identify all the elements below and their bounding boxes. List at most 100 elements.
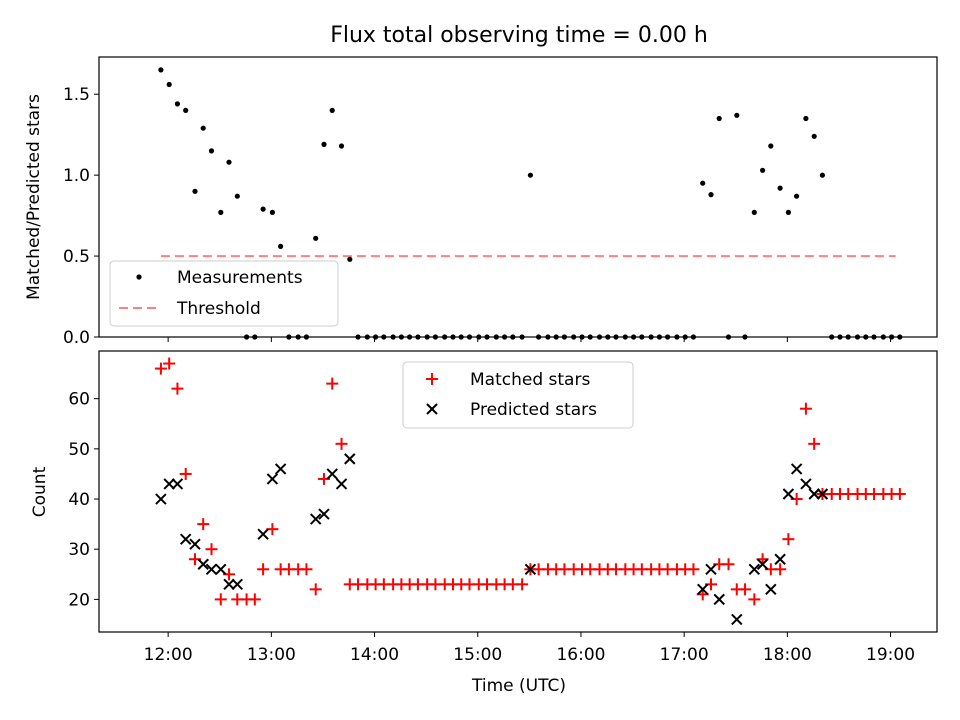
matched-star-point (309, 583, 322, 596)
x-tick-label: 12:00 (144, 645, 193, 665)
predicted-star-point (713, 593, 725, 606)
measurement-point (313, 235, 319, 241)
legend-measurements-label: Measurements (177, 268, 303, 288)
measurement-point (803, 115, 809, 122)
top-y-axis-label: Matched/Predicted stars (24, 94, 44, 300)
matched-star-point (179, 467, 192, 480)
predicted-star-point (310, 513, 322, 525)
bottom-y-tick-label: 30 (68, 540, 90, 560)
matched-star-point (748, 593, 761, 606)
matched-star-point (326, 377, 339, 390)
matched-star-point (335, 437, 348, 450)
predicted-star-point (179, 533, 192, 545)
top-data-marks (158, 67, 903, 340)
predicted-star-point (790, 463, 803, 475)
predicted-star-point (257, 528, 269, 540)
predicted-star-point (274, 463, 287, 475)
measurement-point (811, 133, 817, 139)
measurement-point (708, 192, 714, 198)
predicted-star-point (731, 613, 743, 626)
predicted-star-point (524, 563, 537, 575)
bottom-x-ticks: 12:00 13:00 14:00 15:00 16:00 17:00 18:00 19:00 (144, 632, 915, 665)
predicted-star-point (335, 478, 348, 490)
predicted-star-point (756, 558, 769, 570)
x-tick-label: 16:00 (556, 645, 605, 665)
matched-star-point (214, 593, 227, 606)
top-legend-box (109, 260, 339, 327)
matched-star-point (248, 593, 261, 606)
predicted-star-point (318, 508, 330, 520)
measurement-point (329, 107, 335, 113)
measurement-point (347, 256, 353, 262)
measurement-point (269, 209, 275, 215)
x-axis-label: Time (UTC) (471, 676, 566, 696)
measurement-point (321, 141, 327, 147)
bottom-y-tick-label: 50 (68, 440, 90, 460)
top-y-tick-label: 0.0 (63, 328, 90, 348)
measurement-point (777, 185, 783, 191)
legend-matched-label: Matched stars (470, 370, 590, 390)
measurement-point (226, 159, 232, 165)
matched-star-point (722, 558, 735, 571)
x-tick-label: 14:00 (350, 645, 399, 665)
measurement-point (794, 193, 800, 199)
bottom-y-axis-label: Count (30, 466, 50, 517)
matched-star-point (257, 563, 270, 576)
figure-title: Flux total observing time = 0.00 h (330, 23, 708, 48)
measurement-point (166, 81, 172, 88)
top-y-tick-label: 0.5 (63, 247, 90, 267)
predicted-star-point (705, 563, 717, 575)
matched-star-point (782, 533, 795, 546)
measurement-point (208, 148, 215, 154)
matched-star-point (687, 563, 700, 576)
matched-star-point (171, 382, 184, 395)
predicted-star-point (748, 563, 761, 575)
predicted-star-point (205, 563, 218, 575)
predicted-star-point (774, 553, 786, 565)
predicted-star-point (215, 563, 227, 575)
x-tick-label: 19:00 (866, 645, 915, 665)
measurement-point (527, 172, 534, 178)
predicted-star-point (163, 478, 175, 490)
top-plot-frame (98, 56, 938, 338)
top-y-ticks: 0.0 0.5 1.0 1.5 (63, 85, 99, 348)
measurement-point (234, 193, 240, 199)
bottom-y-tick-label: 60 (68, 390, 90, 410)
predicted-star-point (171, 478, 184, 490)
predicted-star-point (816, 488, 829, 500)
top-y-tick-label: 1.0 (63, 166, 90, 186)
measurement-point (338, 143, 345, 149)
measurement-point (716, 115, 722, 122)
measurement-point (734, 112, 740, 118)
legend-predicted-label: Predicted stars (470, 400, 597, 420)
legend-measurements-marker (136, 274, 142, 280)
matched-star-point (197, 518, 210, 531)
bottom-legend-box (402, 361, 634, 429)
measurement-point (192, 188, 198, 194)
predicted-star-point (808, 488, 820, 500)
predicted-star-point (765, 583, 777, 596)
predicted-star-point (800, 478, 812, 490)
x-tick-label: 17:00 (660, 645, 709, 665)
measurement-point (260, 206, 266, 212)
predicted-star-point (155, 493, 167, 505)
bottom-data-marks (154, 357, 906, 626)
predicted-star-point (189, 538, 201, 550)
predicted-star-point (326, 468, 338, 480)
matched-star-point (205, 543, 218, 556)
predicted-star-point (197, 558, 209, 570)
predicted-star-point (344, 453, 356, 465)
measurement-point (183, 107, 189, 113)
measurement-point (751, 209, 757, 215)
measurement-point (174, 101, 180, 107)
matched-star-point (516, 578, 529, 591)
predicted-star-point (223, 578, 235, 591)
measurement-point (218, 209, 224, 215)
measurement-point (158, 67, 164, 73)
matched-star-point (799, 402, 812, 415)
measurement-point (819, 172, 826, 178)
legend-predicted-marker (426, 403, 438, 415)
bottom-y-tick-label: 40 (68, 490, 90, 510)
